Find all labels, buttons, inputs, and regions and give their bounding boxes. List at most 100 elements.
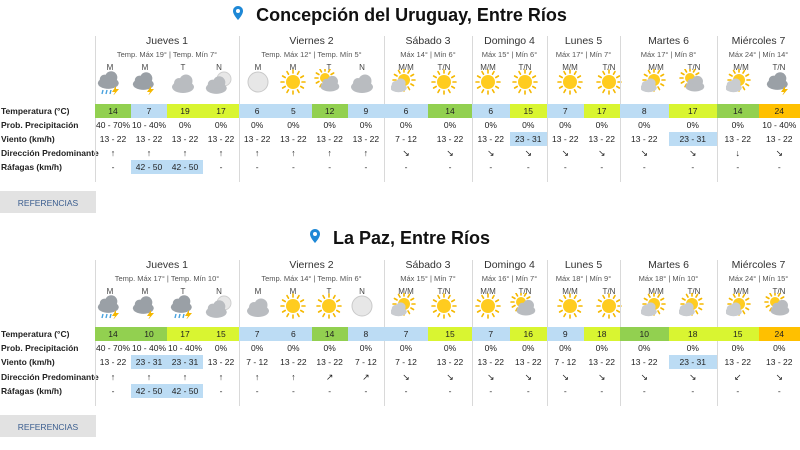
sun-icon bbox=[555, 293, 585, 319]
row-label-gust: Ráfagas (km/h) bbox=[1, 162, 62, 172]
sun-cloud-icon bbox=[725, 292, 756, 319]
wind-cell: 13 - 22 bbox=[477, 134, 504, 144]
period-label: T bbox=[180, 287, 186, 296]
wind-direction-arrow-icon: ↘ bbox=[640, 372, 649, 382]
precipitation-cell: 0% bbox=[443, 120, 457, 130]
precipitation-cell: 0% bbox=[287, 343, 300, 353]
precipitation-cell: 0% bbox=[178, 120, 192, 130]
row-label-temp: Temperatura (°C) bbox=[1, 329, 70, 339]
cloudy-icon bbox=[168, 69, 198, 95]
gust-cell: - bbox=[691, 162, 695, 172]
temperature-cell: 24 bbox=[758, 104, 800, 118]
partly-cloudy-icon bbox=[764, 291, 794, 319]
sun-cloud-icon bbox=[640, 292, 671, 319]
sun-cloud-icon bbox=[640, 68, 671, 95]
moon-icon bbox=[347, 293, 377, 319]
partly-cloudy-icon bbox=[679, 67, 709, 95]
temperature-cell: 9 bbox=[347, 104, 384, 118]
precipitation-cell: 0% bbox=[399, 343, 413, 353]
precipitation-cell: 0% bbox=[638, 343, 651, 353]
references-button[interactable]: REFERENCIAS bbox=[0, 415, 96, 437]
day-name: Viernes 2 bbox=[289, 259, 334, 271]
wind-direction-arrow-icon: ↘ bbox=[402, 148, 410, 158]
wind-direction-arrow-icon: ↗ bbox=[362, 372, 370, 382]
precipitation-cell: 0% bbox=[773, 343, 786, 353]
wind-direction-arrow-icon: ↘ bbox=[402, 372, 410, 382]
temperature-cell: 7 bbox=[547, 104, 584, 118]
gust-cell: - bbox=[364, 162, 368, 172]
gust-cell: 42 - 50 bbox=[167, 160, 203, 174]
wind-cell: 7 - 12 bbox=[355, 357, 377, 367]
day-temp-range: Temp. Máx 12° | Temp. Mín 5° bbox=[261, 50, 362, 59]
wind-cell: 13 - 22 bbox=[280, 134, 307, 144]
temperature-cell: 8 bbox=[347, 327, 384, 341]
day-name: Jueves 1 bbox=[145, 259, 189, 271]
gust-cell: 42 - 50 bbox=[131, 160, 167, 174]
wind-direction-arrow-icon: ↑ bbox=[291, 148, 296, 158]
period-label: T bbox=[326, 287, 332, 296]
precipitation-cell: 0% bbox=[359, 120, 373, 130]
wind-cell: 13 - 22 bbox=[171, 134, 199, 144]
cloudy-icon bbox=[347, 69, 377, 95]
gust-cell: - bbox=[111, 386, 115, 396]
day-temp-range: Máx 15° | Mín 7° bbox=[400, 274, 456, 283]
precipitation-cell: 0% bbox=[559, 120, 572, 130]
period-label: T/N bbox=[602, 287, 616, 296]
temperature-cell: 17 bbox=[583, 104, 620, 118]
day-name: Domingo 4 bbox=[484, 259, 535, 271]
precipitation-cell: 0% bbox=[250, 343, 264, 353]
gust-cell: - bbox=[777, 162, 781, 172]
gust-cell: - bbox=[642, 386, 646, 396]
temperature-cell: 10 bbox=[131, 327, 167, 341]
day-name: Martes 6 bbox=[648, 259, 689, 271]
precipitation-cell: 10 - 40% bbox=[762, 120, 797, 130]
wind-cell: 13 - 22 bbox=[436, 357, 464, 367]
rain-storm-icon bbox=[95, 69, 125, 96]
wind-cell: 13 - 22 bbox=[515, 357, 542, 367]
gust-cell: - bbox=[111, 162, 115, 172]
precipitation-cell: 40 - 70% bbox=[95, 343, 131, 353]
wind-direction-arrow-icon: ↗ bbox=[325, 372, 334, 382]
period-label: N bbox=[359, 63, 365, 72]
storm-icon bbox=[764, 69, 794, 96]
sun-cloud-icon bbox=[678, 292, 709, 319]
day-name: Lunes 5 bbox=[564, 259, 603, 271]
period-label: M/M bbox=[562, 63, 578, 72]
wind-direction-arrow-icon: ↘ bbox=[775, 372, 784, 382]
temperature-cell: 14 bbox=[311, 327, 348, 341]
day-temp-range: Máx 15° | Mín 6° bbox=[481, 50, 538, 59]
period-label: M bbox=[254, 287, 262, 296]
precipitation-cell: 0% bbox=[323, 120, 336, 130]
period-label: T/N bbox=[437, 63, 451, 72]
gust-cell: - bbox=[736, 162, 740, 172]
precipitation-cell: 0% bbox=[484, 120, 497, 130]
precipitation-cell: 0% bbox=[559, 343, 572, 353]
row-label-dir: Dirección Predominante bbox=[1, 372, 99, 382]
gust-cell: - bbox=[563, 162, 567, 172]
gust-cell: - bbox=[777, 386, 781, 396]
wind-direction-arrow-icon: ↘ bbox=[597, 372, 606, 382]
gust-cell: - bbox=[642, 162, 646, 172]
day-temp-range: Máx 17° | Mín 8° bbox=[640, 50, 697, 59]
period-label: T/N bbox=[772, 63, 786, 72]
wind-direction-arrow-icon: ↘ bbox=[524, 148, 533, 158]
precipitation-cell: 0% bbox=[250, 120, 264, 130]
wind-cell: 13 - 22 bbox=[724, 134, 751, 144]
references-button[interactable]: REFERENCIAS bbox=[0, 191, 96, 213]
temperature-cell: 17 bbox=[668, 104, 717, 118]
wind-direction-arrow-icon: ↘ bbox=[775, 148, 784, 158]
temperature-cell: 15 bbox=[717, 327, 759, 341]
gust-cell: - bbox=[489, 386, 493, 396]
day-temp-range: Temp. Máx 17° | Temp. Mín 10° bbox=[114, 274, 220, 283]
wind-direction-arrow-icon: ↑ bbox=[254, 148, 260, 158]
period-label: T/N bbox=[602, 63, 616, 72]
period-label: M/M bbox=[733, 63, 749, 72]
wind-direction-arrow-icon: ↘ bbox=[561, 148, 570, 158]
wind-cell: 13 - 22 bbox=[724, 357, 751, 367]
temperature-cell: 19 bbox=[167, 104, 203, 118]
precipitation-cell: 0% bbox=[359, 343, 373, 353]
day-temp-range: Máx 24° | Mín 14° bbox=[728, 50, 789, 59]
sun-icon bbox=[473, 293, 503, 319]
wind-cell: 13 - 22 bbox=[135, 134, 163, 144]
wind-direction-arrow-icon: ↘ bbox=[688, 372, 697, 382]
